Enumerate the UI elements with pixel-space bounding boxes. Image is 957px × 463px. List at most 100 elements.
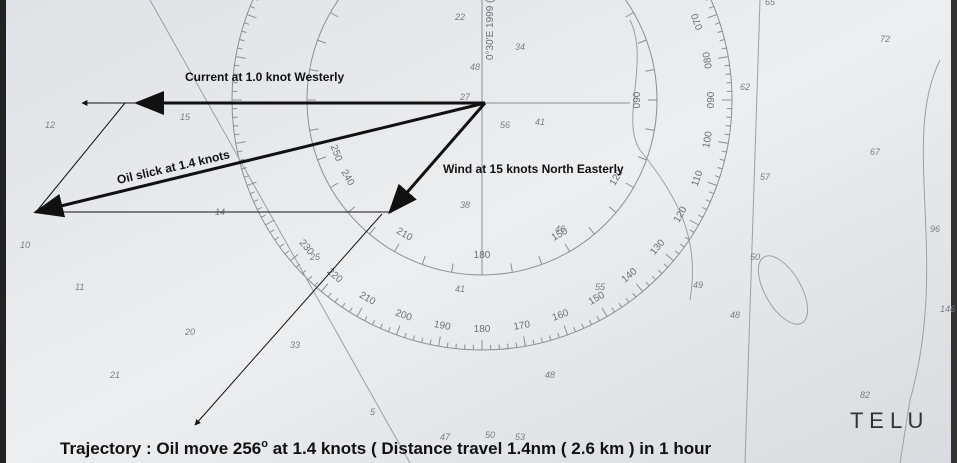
degree-tick [330,12,339,18]
degree-tick [717,167,723,170]
ring-label: 090 [632,91,643,108]
degree-tick [371,319,376,325]
depth-sounding: 49 [693,280,703,290]
degree-tick [290,253,299,262]
parallel-line [35,102,126,213]
degree-tick [301,269,307,275]
degree-tick [717,30,723,33]
wind-arrow [388,102,487,215]
degree-tick [421,255,426,265]
degree-tick [714,22,720,25]
degree-tick [625,12,634,18]
ring-label: 180 [474,250,491,261]
depth-sounding: 48 [545,370,555,380]
degree-tick [330,182,339,188]
degree-tick [369,226,376,235]
degree-tick [307,275,313,281]
degree-tick [573,326,577,332]
degree-tick [679,243,685,248]
depth-sounding: 25 [309,252,321,262]
depth-sounding: 27 [459,92,471,102]
degree-tick [645,281,650,287]
degree-tick [645,128,655,131]
degree-tick [239,158,245,161]
degree-tick [235,141,246,144]
degree-tick [241,167,247,170]
depth-sounding: 50 [750,252,760,262]
degree-tick [234,64,240,67]
ring-label: 080 [701,51,715,70]
degree-tick [510,263,513,273]
depth-sounding: 38 [460,200,470,210]
degree-tick [564,243,570,252]
degree-tick [237,47,243,50]
meridian-label: 0°30'E 1999 (2 [485,0,496,60]
degree-tick [274,236,280,241]
frame-right [951,0,957,463]
degree-tick [356,307,363,317]
degree-tick [632,292,637,298]
degree-tick [708,5,714,9]
depth-sounding: 67 [870,147,881,157]
degree-tick [588,226,595,235]
degree-tick [718,56,729,59]
wind-label: Wind at 15 knots North Easterly [443,162,624,176]
degree-tick [637,156,647,161]
degree-tick [269,229,275,233]
degree-tick [250,191,256,195]
degree-tick [284,250,290,255]
degree-tick [235,56,246,59]
depth-sounding: 46 [555,224,565,234]
degree-tick [295,263,301,268]
depth-sounding: 41 [455,284,465,294]
depth-sounding: 21 [109,370,120,380]
depth-sounding: 55 [595,282,606,292]
depth-sounding: 62 [740,82,750,92]
degree-tick [596,316,600,321]
degree-tick [246,181,257,186]
degree-tick [507,343,509,349]
degree-tick [364,316,368,321]
depth-sounding: 5 [370,407,376,417]
degree-tick [387,326,391,332]
depth-sounding: 50 [485,430,495,440]
degree-tick [404,332,407,338]
degree-tick [701,206,707,211]
degree-tick [719,158,725,161]
depth-sounding: 34 [515,42,525,52]
degree-tick [451,263,454,273]
degree-tick [446,342,449,348]
vector-diagram [33,91,487,426]
chart-line [744,0,761,463]
degree-tick [309,128,319,131]
depth-sounding: 82 [860,390,870,400]
degree-tick [657,269,663,275]
degree-tick [718,141,729,144]
degree-tick [637,39,647,44]
degree-tick [635,283,644,292]
degree-tick [611,307,615,313]
depth-contour [629,19,693,301]
degree-tick [241,30,247,33]
degree-tick [233,73,239,75]
degree-tick [257,206,263,211]
degree-tick [684,236,690,241]
degree-tick [557,332,560,338]
degree-tick [625,297,630,303]
degree-tick [244,22,250,25]
degree-tick [314,281,319,287]
degree-tick [725,73,731,75]
place-name: T E L U [850,408,923,433]
degree-tick [396,325,401,336]
degree-tick [581,323,585,329]
ring-label: 180 [474,324,491,335]
chart-line [149,0,411,463]
current-label: Current at 1.0 knot Westerly [185,70,344,84]
depth-sounding: 47 [440,432,451,442]
depth-sounding: 12 [45,120,55,130]
oil-slick-arrow [33,101,486,218]
degree-tick [239,39,245,42]
